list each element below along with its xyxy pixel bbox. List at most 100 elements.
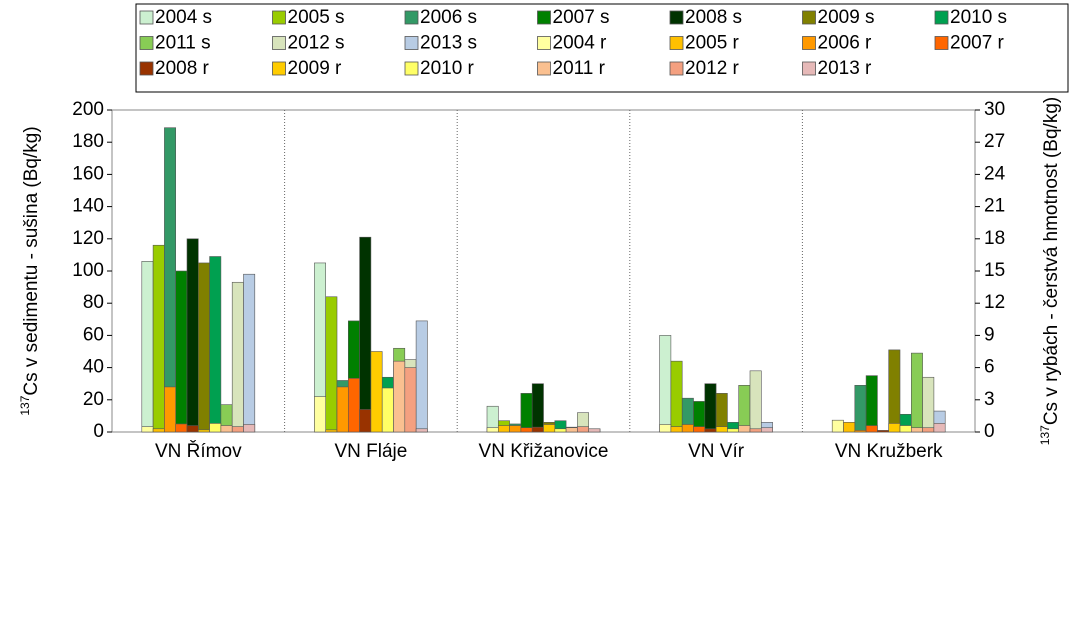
y-tick-label: 60 xyxy=(83,324,104,345)
legend-label: 2013 s xyxy=(420,33,477,54)
bar xyxy=(715,393,728,433)
bar xyxy=(531,383,544,433)
bar xyxy=(393,360,406,433)
y2-tick-label: 3 xyxy=(984,389,995,410)
legend-swatch xyxy=(669,10,684,25)
bar xyxy=(186,425,199,433)
bar xyxy=(760,427,773,433)
y-tick-label: 80 xyxy=(83,292,104,313)
y-tick-label: 140 xyxy=(72,196,104,217)
legend-swatch xyxy=(139,36,154,50)
bar xyxy=(854,385,867,433)
bar xyxy=(888,349,901,433)
legend-swatch xyxy=(272,61,286,76)
legend-swatch xyxy=(404,61,419,76)
bar xyxy=(220,425,233,433)
bar xyxy=(588,428,601,433)
bar xyxy=(243,424,256,433)
legend-label: 2012 s xyxy=(288,33,345,54)
y2-label-sup: 137 xyxy=(1038,425,1052,445)
bar xyxy=(359,236,372,433)
bar xyxy=(749,370,762,433)
bar xyxy=(543,424,556,433)
bar xyxy=(325,296,338,433)
bar xyxy=(843,422,856,433)
bar xyxy=(531,426,544,433)
legend-label: 2005 s xyxy=(288,7,345,28)
legend-swatch xyxy=(272,36,286,50)
bar xyxy=(497,425,510,433)
bar xyxy=(749,428,762,433)
bar xyxy=(164,386,176,433)
y2-tick-label: 21 xyxy=(984,196,1005,217)
bar xyxy=(509,425,522,433)
legend-label: 2010 s xyxy=(950,7,1007,28)
legend-label: 2004 s xyxy=(155,7,212,28)
y-tick-label: 200 xyxy=(72,99,104,120)
bar xyxy=(520,427,533,433)
bar xyxy=(175,270,188,433)
bar xyxy=(186,238,199,433)
bar xyxy=(152,244,165,433)
bar xyxy=(314,396,326,433)
bar xyxy=(577,426,590,433)
bar xyxy=(681,424,694,433)
bar xyxy=(198,429,210,433)
bar xyxy=(359,409,372,433)
legend-label: 2011 r xyxy=(553,58,606,79)
y2-label-text: Cs v rybách - čerstvá hmotnost (Bq/kg) xyxy=(1041,97,1062,425)
legend-swatch xyxy=(537,10,551,25)
bar xyxy=(899,425,912,433)
bar xyxy=(933,423,946,433)
x-tick-label: VN Kružberk xyxy=(835,441,943,462)
y2-tick-label: 15 xyxy=(984,260,1005,281)
bar xyxy=(336,386,349,433)
legend-label: 2007 r xyxy=(950,33,1005,54)
y-tick-label: 120 xyxy=(72,228,104,249)
bar xyxy=(865,375,878,433)
bar xyxy=(659,424,672,433)
x-tick-label: VN Fláje xyxy=(334,441,407,462)
y2-tick-label: 30 xyxy=(984,99,1005,120)
legend-label: 2004 r xyxy=(553,33,608,54)
y2-tick-label: 18 xyxy=(984,228,1005,249)
y-label-text: Cs v sedimentu - sušina (Bq/kg) xyxy=(21,126,42,395)
bar xyxy=(854,430,867,433)
legend-label: 2013 r xyxy=(818,58,873,79)
legend-swatch xyxy=(537,36,551,50)
legend-swatch xyxy=(802,36,816,50)
bar xyxy=(152,428,165,433)
legend-swatch xyxy=(404,36,419,50)
bar xyxy=(554,428,567,433)
y-tick-label: 20 xyxy=(83,389,104,410)
legend-swatch xyxy=(934,10,949,25)
legend-swatch xyxy=(802,10,816,25)
bar xyxy=(381,387,394,433)
x-tick-label: VN Křižanovice xyxy=(479,441,609,462)
y-label-sup: 137 xyxy=(18,395,32,415)
bar xyxy=(877,430,890,433)
legend-swatch xyxy=(669,61,684,76)
legend-swatch xyxy=(272,10,286,25)
bar xyxy=(164,127,176,433)
legend-swatch xyxy=(537,61,551,76)
bar xyxy=(727,428,740,433)
legend-label: 2009 s xyxy=(818,7,875,28)
bar xyxy=(922,376,935,433)
bar xyxy=(415,320,428,433)
legend-label: 2006 r xyxy=(818,33,873,54)
bar xyxy=(141,261,154,433)
legend-swatch xyxy=(934,36,949,50)
bar xyxy=(831,419,844,433)
bar xyxy=(175,423,188,433)
bar xyxy=(910,427,923,433)
legend-label: 2005 r xyxy=(685,33,740,54)
bar xyxy=(704,428,717,433)
bar xyxy=(670,426,683,433)
legend-swatch xyxy=(669,36,684,50)
y-tick-label: 160 xyxy=(72,163,104,184)
bar xyxy=(922,427,935,433)
bar xyxy=(209,423,222,433)
bar xyxy=(888,423,901,433)
y2-tick-label: 9 xyxy=(984,324,995,345)
